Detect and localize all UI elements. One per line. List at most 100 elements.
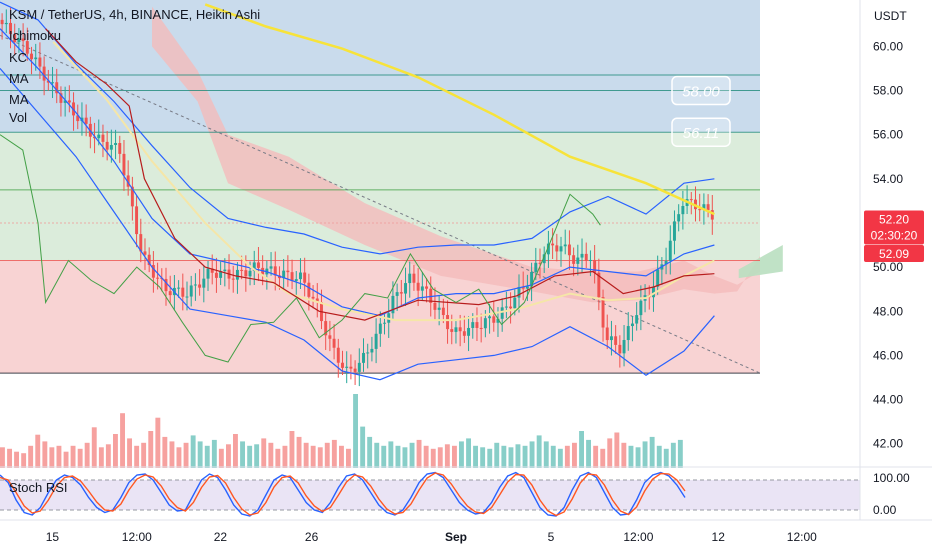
time-tick-label: 5: [548, 530, 555, 544]
volume-bar: [670, 442, 676, 468]
volume-bar: [49, 447, 55, 468]
symbol-title[interactable]: KSM / TetherUS, 4h, BINANCE, Heikin Ashi: [9, 7, 261, 22]
candle-body: [597, 272, 601, 298]
volume-bar: [56, 445, 62, 468]
volume-bar: [459, 441, 464, 468]
candle-body: [42, 66, 46, 81]
price-tick-label: 42.00: [873, 437, 903, 451]
indicator-ma-label[interactable]: MA: [9, 71, 29, 86]
candle-body: [559, 246, 563, 252]
candle-body: [185, 296, 189, 298]
volume-bar: [593, 445, 599, 468]
volume-bar: [197, 441, 203, 468]
volume-bar: [494, 442, 500, 468]
candle-body: [345, 366, 349, 368]
time-tick-label: 12:00: [787, 530, 817, 544]
candle-body: [189, 285, 193, 297]
kc-upper-line: [0, 1, 715, 255]
candle-body: [698, 209, 702, 211]
candle-body: [286, 270, 290, 273]
volume-bar: [473, 445, 478, 468]
volume-bar: [452, 445, 457, 468]
candle-body: [399, 292, 403, 294]
volume-bar: [635, 447, 641, 468]
volume-bar: [162, 436, 168, 468]
candle-body: [256, 262, 260, 268]
kijun-line: [45, 28, 715, 321]
candle-body: [252, 262, 256, 271]
candle-body: [605, 327, 609, 341]
candle-body: [555, 245, 559, 252]
candle-body: [374, 333, 378, 349]
candle-body: [315, 298, 319, 303]
candle-body: [458, 327, 462, 332]
candle-body: [572, 255, 576, 264]
candle-body: [429, 288, 433, 303]
candle-body: [609, 336, 613, 341]
rsi-tick-label: 0.00: [873, 503, 897, 517]
ma-slow-line: [52, 41, 715, 322]
candle-body: [25, 41, 29, 54]
candle-body: [273, 266, 277, 276]
volume-bar: [360, 426, 366, 468]
volume-bar: [91, 427, 97, 468]
candle-body: [231, 278, 235, 280]
volume-bar: [275, 448, 281, 468]
candle-body: [450, 329, 454, 332]
candle-body: [425, 286, 429, 289]
candle-body: [378, 323, 382, 334]
volume-bar: [402, 447, 408, 468]
price-tick-label: 44.00: [873, 393, 903, 407]
candle-body: [269, 266, 273, 269]
time-tick-label: 15: [46, 530, 60, 544]
candle-body: [97, 134, 101, 139]
level-58-tag-box: [671, 75, 731, 106]
candle-body: [126, 175, 130, 187]
candle-body: [303, 272, 307, 283]
candle-body: [328, 335, 332, 339]
candle-body: [433, 302, 437, 310]
indicator-ma2-label[interactable]: MA: [9, 92, 29, 107]
candle-body: [214, 272, 218, 278]
volume-bar: [642, 441, 648, 468]
volume-bar: [614, 432, 620, 468]
indicator-kc-label[interactable]: KC: [9, 50, 28, 65]
candle-body: [109, 144, 113, 150]
candle-body: [420, 286, 424, 291]
candle-body: [483, 318, 487, 329]
volume-bar: [430, 448, 436, 468]
candle-body: [504, 306, 508, 308]
candle-body: [538, 262, 542, 264]
candle-body: [135, 206, 139, 235]
candle-body: [496, 318, 500, 323]
volume-bar: [218, 448, 224, 468]
volume-bar: [169, 441, 175, 468]
candle-body: [580, 253, 584, 258]
stoch-rsi-label[interactable]: Stoch RSI: [9, 480, 68, 495]
price-labels: 52.20 02:30:20 52.09 58.00 56.11: [671, 75, 924, 262]
last-price-label-text: 52.20: [879, 213, 909, 227]
candle-body: [542, 254, 546, 264]
candle-body: [164, 278, 168, 292]
candle-body: [706, 204, 710, 211]
candle-body: [462, 331, 466, 336]
candle-body: [143, 251, 147, 255]
candle-body: [525, 286, 529, 289]
candle-body: [202, 278, 206, 288]
zone-blue: [0, 0, 760, 133]
candle-body: [437, 307, 441, 310]
volume-bar: [63, 451, 69, 468]
indicator-ichimoku-label[interactable]: Ichimoku: [9, 28, 62, 43]
volume-bar: [466, 438, 471, 468]
trendline: [0, 34, 761, 374]
candle-body: [366, 352, 370, 354]
candle-body: [336, 347, 340, 363]
volume-bar: [148, 431, 154, 468]
price-tick-label: 50.00: [873, 260, 903, 274]
indicator-vol-label[interactable]: Vol: [9, 110, 28, 125]
volume-bar: [303, 442, 309, 468]
volume-bar: [204, 445, 210, 468]
